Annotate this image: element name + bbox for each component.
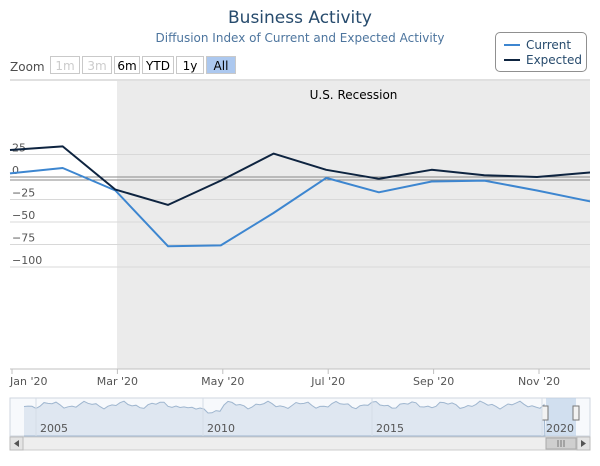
- zoom-button-1m[interactable]: 1m: [50, 56, 80, 74]
- navigator-handle-right: [572, 405, 580, 421]
- recession-band: [117, 81, 590, 369]
- y-tick-label: −50: [12, 209, 35, 222]
- navigator-year-label: 2010: [207, 422, 235, 435]
- x-tick-label: Jul '20: [310, 375, 345, 388]
- legend-item-expected[interactable]: Expected: [504, 53, 582, 67]
- zoom-label: Zoom: [10, 60, 45, 74]
- scrollbar-track: [9, 436, 591, 451]
- x-tick-label: Nov '20: [518, 375, 560, 388]
- x-tick-label: Jan '20: [9, 375, 47, 388]
- navigator-selection: [546, 398, 576, 436]
- navigator-handle-left: [541, 405, 549, 421]
- navigator-year-label: 2005: [40, 422, 68, 435]
- legend-label-current: Current: [526, 38, 572, 52]
- zoom-button-ytd[interactable]: YTD: [142, 56, 174, 74]
- navigator-year-label: 2015: [376, 422, 404, 435]
- legend-swatch-current: [504, 44, 520, 46]
- y-tick-label: −75: [12, 232, 35, 245]
- series-expected-line: [9, 145, 591, 206]
- legend-swatch-expected: [504, 59, 520, 61]
- zoom-button-6m[interactable]: 6m: [114, 56, 140, 74]
- legend-label-expected: Expected: [526, 53, 582, 67]
- scroll-left-arrow-icon: [14, 440, 19, 447]
- y-tick-label: 0: [12, 164, 19, 177]
- navigator-year-label: 2020: [546, 422, 574, 435]
- recession-band-label: U.S. Recession: [310, 88, 398, 102]
- y-tick-label: 25: [12, 142, 26, 155]
- y-tick-label: −100: [12, 254, 42, 267]
- x-tick-label: May '20: [201, 375, 244, 388]
- x-tick-label: Sep '20: [413, 375, 454, 388]
- chart-subtitle: Diffusion Index of Current and Expected …: [155, 31, 445, 45]
- chart-title: Business Activity: [228, 8, 372, 28]
- navigator-series: [23, 400, 546, 437]
- zoom-button-all[interactable]: All: [206, 56, 236, 74]
- scroll-right-arrow-icon: [581, 440, 586, 447]
- x-tick-label: Mar '20: [97, 375, 138, 388]
- legend: Current Expected: [495, 32, 587, 72]
- legend-item-current[interactable]: Current: [504, 38, 571, 52]
- zoom-button-1y[interactable]: 1y: [176, 56, 204, 74]
- y-tick-label: −25: [12, 187, 35, 200]
- zoom-button-3m[interactable]: 3m: [82, 56, 112, 74]
